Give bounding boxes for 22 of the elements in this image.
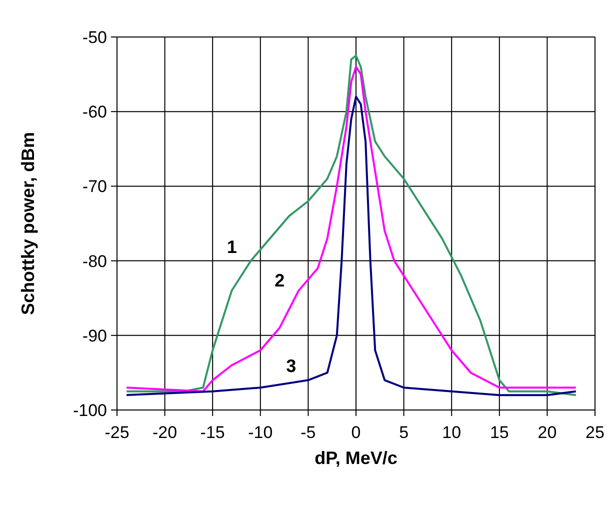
x-tick-label: -5 (300, 423, 316, 442)
y-tick-label: -90 (82, 326, 107, 346)
y-tick-label: -70 (82, 177, 107, 196)
x-tick-label: -15 (200, 423, 225, 442)
x-tick-label: -10 (248, 423, 273, 442)
x-tick-label: 10 (442, 423, 462, 442)
x-tick-label: 25 (586, 423, 604, 442)
series-label: 2 (274, 270, 285, 291)
x-axis-title: dP, MeV/c (314, 448, 398, 468)
y-tick-label: -60 (82, 102, 107, 122)
y-tick-label: -80 (82, 252, 107, 271)
x-tick-label: 0 (351, 423, 361, 442)
y-tick-label: -100 (72, 401, 107, 420)
x-tick-label: -25 (104, 423, 130, 442)
x-tick-label: -20 (152, 423, 178, 442)
x-tick-label: 5 (399, 423, 409, 442)
x-tick-label: 20 (538, 423, 557, 442)
y-axis-title: Schottky power, dBm (18, 132, 38, 316)
x-tick-label: 15 (490, 423, 509, 442)
y-tick-label: -50 (82, 28, 107, 47)
series-label: 3 (286, 356, 296, 376)
series-label: 1 (226, 236, 237, 257)
